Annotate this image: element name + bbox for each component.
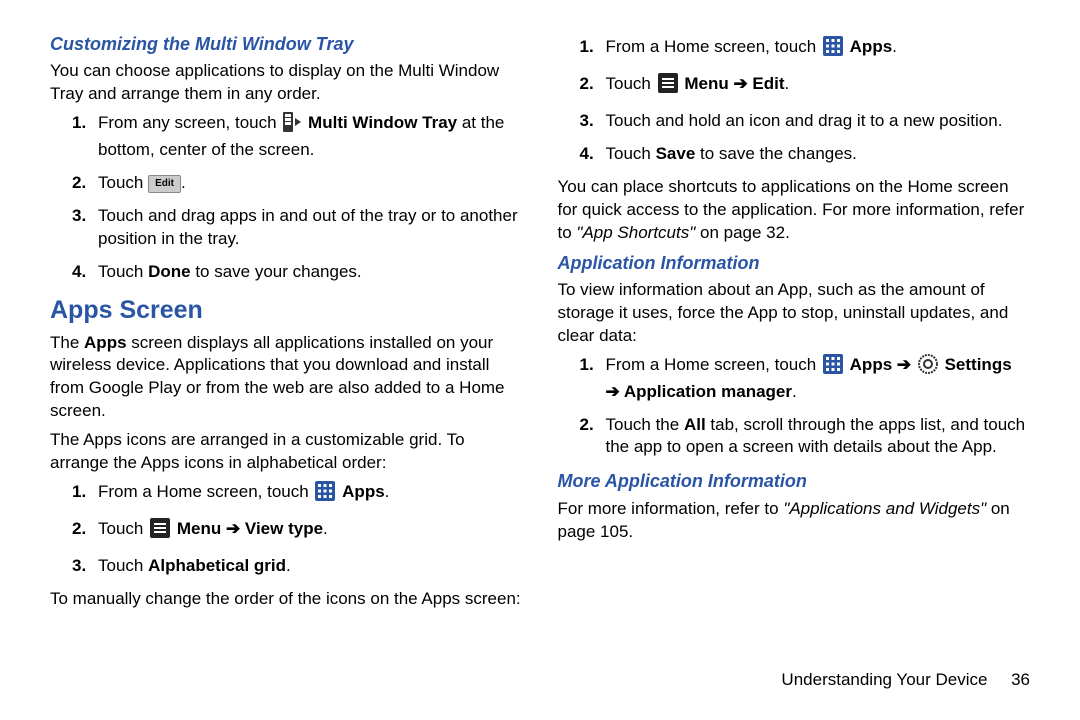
- label: Settings: [945, 355, 1012, 374]
- label: Apps: [850, 37, 893, 56]
- text: From a Home screen, touch: [98, 482, 313, 501]
- step: From a Home screen, touch Apps ➔ Setting…: [606, 354, 1031, 404]
- settings-icon: [918, 354, 938, 381]
- steps-manual-order: From a Home screen, touch Apps. Touch Me…: [558, 36, 1031, 166]
- arrow: ➔: [892, 355, 916, 374]
- step: Touch Edit.: [98, 172, 523, 195]
- text: Touch: [606, 74, 656, 93]
- label: Menu: [177, 519, 221, 538]
- text: to save the changes.: [695, 144, 857, 163]
- paragraph: To manually change the order of the icon…: [50, 588, 523, 611]
- reference: "App Shortcuts": [576, 223, 695, 242]
- text: Touch: [98, 262, 148, 281]
- text: Touch: [98, 519, 148, 538]
- text: From any screen, touch: [98, 113, 281, 132]
- heading-customizing-tray: Customizing the Multi Window Tray: [50, 32, 523, 56]
- label: Multi Window Tray: [308, 113, 457, 132]
- heading-more-app-info: More Application Information: [558, 469, 1031, 493]
- step: From a Home screen, touch Apps.: [98, 481, 523, 508]
- label: View type: [245, 519, 323, 538]
- steps-app-info: From a Home screen, touch Apps ➔ Setting…: [558, 354, 1031, 460]
- label: Save: [656, 144, 696, 163]
- paragraph: To view information about an App, such a…: [558, 279, 1031, 348]
- step: Touch Menu ➔ View type.: [98, 518, 523, 545]
- text: .: [181, 173, 186, 192]
- text: .: [792, 382, 797, 401]
- apps-icon: [315, 481, 335, 508]
- text: .: [385, 482, 390, 501]
- text: .: [323, 519, 328, 538]
- text: From a Home screen, touch: [606, 355, 821, 374]
- text: .: [892, 37, 897, 56]
- steps-alphabetical: From a Home screen, touch Apps. Touch Me…: [50, 481, 523, 578]
- label: Apps: [342, 482, 385, 501]
- heading-apps-screen: Apps Screen: [50, 294, 523, 328]
- step: Touch and drag apps in and out of the tr…: [98, 205, 523, 251]
- step: From a Home screen, touch Apps.: [606, 36, 1031, 63]
- step: Touch Save to save the changes.: [606, 143, 1031, 166]
- text: on page 32.: [695, 223, 790, 242]
- text: From a Home screen, touch: [606, 37, 821, 56]
- reference: "Applications and Widgets": [783, 499, 986, 518]
- text: .: [286, 556, 291, 575]
- paragraph: For more information, refer to "Applicat…: [558, 498, 1031, 544]
- paragraph: The Apps screen displays all application…: [50, 332, 523, 424]
- text: The: [50, 333, 84, 352]
- text: Touch the: [606, 415, 684, 434]
- right-column: From a Home screen, touch Apps. Touch Me…: [558, 32, 1031, 720]
- paragraph: You can place shortcuts to applications …: [558, 176, 1031, 245]
- text: Touch: [606, 144, 656, 163]
- step: From any screen, touch Multi Window Tray…: [98, 112, 523, 162]
- arrow: ➔: [606, 382, 624, 401]
- label: All: [684, 415, 706, 434]
- label: Apps: [84, 333, 127, 352]
- footer-section: Understanding Your Device: [781, 670, 987, 689]
- multi-window-tray-icon: [283, 112, 301, 139]
- text: to save your changes.: [191, 262, 362, 281]
- step: Touch Alphabetical grid.: [98, 555, 523, 578]
- page-footer: Understanding Your Device 36: [781, 669, 1030, 692]
- step: Touch Menu ➔ Edit.: [606, 73, 1031, 100]
- paragraph: The Apps icons are arranged in a customi…: [50, 429, 523, 475]
- arrow: ➔: [221, 519, 245, 538]
- step: Touch Done to save your changes.: [98, 261, 523, 284]
- step: Touch and hold an icon and drag it to a …: [606, 110, 1031, 133]
- apps-icon: [823, 36, 843, 63]
- text: For more information, refer to: [558, 499, 784, 518]
- left-column: Customizing the Multi Window Tray You ca…: [50, 32, 523, 720]
- label: Application manager: [624, 382, 792, 401]
- label: Apps: [850, 355, 893, 374]
- paragraph: You can choose applications to display o…: [50, 60, 523, 106]
- text: Touch: [98, 556, 148, 575]
- label: Done: [148, 262, 191, 281]
- edit-button-icon: Edit: [148, 175, 181, 193]
- footer-page-number: 36: [1011, 670, 1030, 689]
- label: Menu: [684, 74, 728, 93]
- manual-page: Customizing the Multi Window Tray You ca…: [0, 0, 1080, 720]
- menu-icon: [150, 518, 170, 545]
- arrow: ➔: [729, 74, 753, 93]
- heading-app-info: Application Information: [558, 251, 1031, 275]
- text: .: [785, 74, 790, 93]
- label: Alphabetical grid: [148, 556, 286, 575]
- menu-icon: [658, 73, 678, 100]
- text: Touch: [98, 173, 148, 192]
- label: Edit: [752, 74, 784, 93]
- steps-customize-tray: From any screen, touch Multi Window Tray…: [50, 112, 523, 284]
- step: Touch the All tab, scroll through the ap…: [606, 414, 1031, 460]
- apps-icon: [823, 354, 843, 381]
